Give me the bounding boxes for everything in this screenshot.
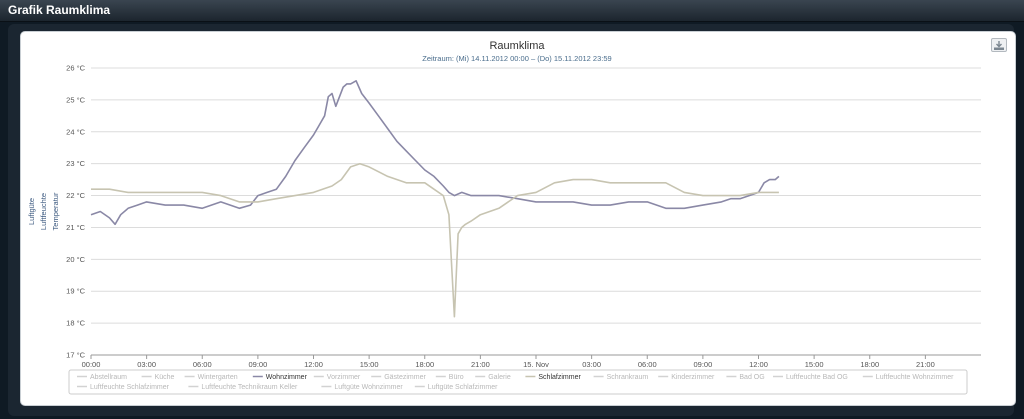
legend-label: Wohnzimmer xyxy=(266,374,308,381)
y-tick-label: 24 °C xyxy=(66,127,85,136)
y-tick-label: 21 °C xyxy=(66,223,85,232)
legend-label: Schrankraum xyxy=(607,374,649,381)
legend-box xyxy=(68,369,968,395)
legend-label: Luftgüte Wohnzimmer xyxy=(334,384,403,391)
chart-container: 17 °C 18 °C 19 °C 20 °C 21 °C 22 °C 23 °C 24 °C… xyxy=(20,31,1016,406)
x-tick-label: 15:00 xyxy=(805,360,824,369)
y-tick-label: 17 °C xyxy=(66,351,85,360)
legend-label: Luftfeuchte Schlafzimmer xyxy=(90,384,170,391)
x-tick-label: 18:00 xyxy=(415,360,434,369)
legend-label: Luftfeuchte Technikraum Keller xyxy=(201,384,298,391)
y-axis-label: Luftgüte xyxy=(27,198,36,225)
legend-item[interactable]: Vorzimmer xyxy=(313,374,361,381)
legend-item[interactable]: Schrankraum xyxy=(593,374,649,381)
legend-item[interactable]: Luftfeuchte Schlafzimmer xyxy=(77,384,170,391)
y-tick-label: 19 °C xyxy=(66,287,85,296)
legend-label: Bad OG xyxy=(739,374,764,381)
x-tick-label: 00:00 xyxy=(82,360,101,369)
legend-label: Wintergarten xyxy=(198,374,238,381)
y-axis-label: Temperatur xyxy=(51,192,60,230)
y-tick-label: 20 °C xyxy=(66,255,85,264)
y-tick-label: 25 °C xyxy=(66,95,85,104)
x-tick-label: 15:00 xyxy=(360,360,379,369)
chart-subtitle: Zeitraum: (Mi) 14.11.2012 00:00 – (Do) 1… xyxy=(422,54,611,63)
legend-label: Vorzimmer xyxy=(327,374,361,381)
y-tick-label: 18 °C xyxy=(66,319,85,328)
x-tick-label: 21:00 xyxy=(471,360,490,369)
legend-item[interactable]: Luftgüte Schlafzimmer xyxy=(414,384,498,391)
series-line-schlafzimmer xyxy=(91,162,779,318)
legend-label: Küche xyxy=(155,374,175,381)
legend-item[interactable]: Abstellraum xyxy=(77,374,127,381)
legend-label: Gästezimmer xyxy=(384,374,426,381)
legend-label: Luftgüte Schlafzimmer xyxy=(428,384,498,391)
legend-item[interactable]: Küche xyxy=(141,374,175,381)
x-tick-label: 15. Nov xyxy=(523,360,549,369)
window-titlebar: Grafik Raumklima xyxy=(0,0,1024,22)
legend-item[interactable]: Luftgüte Wohnzimmer xyxy=(321,384,403,391)
legend-label: Kinderzimmer xyxy=(671,374,715,381)
chart-title: Raumklima xyxy=(489,40,545,52)
legend-item[interactable]: Wintergarten xyxy=(184,374,238,381)
window-title: Grafik Raumklima xyxy=(8,3,111,17)
x-tick-label: 03:00 xyxy=(137,360,156,369)
legend-label: Abstellraum xyxy=(90,374,127,381)
series-line-wohnzimmer xyxy=(90,79,780,226)
legend-item[interactable]: Gästezimmer xyxy=(371,374,426,381)
y-tick-label: 26 °C xyxy=(66,64,85,73)
legend-item[interactable]: Wohnzimmer xyxy=(252,374,308,381)
legend-label: Galerie xyxy=(488,374,511,381)
x-tick-label: 03:00 xyxy=(582,360,601,369)
x-tick-label: 09:00 xyxy=(248,360,267,369)
x-tick-label: 06:00 xyxy=(193,360,212,369)
legend-label: Luftfeuchte Wohnzimmer xyxy=(876,374,954,381)
legend-item[interactable]: Schlafzimmer xyxy=(525,374,581,381)
y-tick-label: 23 °C xyxy=(66,159,85,168)
legend-item[interactable]: Luftfeuchte Technikraum Keller xyxy=(188,384,298,391)
x-tick-label: 21:00 xyxy=(916,360,935,369)
legend-item[interactable]: Bad OG xyxy=(726,374,765,381)
chart-svg: 17 °C 18 °C 19 °C 20 °C 21 °C 22 °C 23 °C 24 °C… xyxy=(27,40,981,395)
y-tick-label: 22 °C xyxy=(66,191,85,200)
legend-item[interactable]: Kinderzimmer xyxy=(658,374,715,381)
x-tick-label: 06:00 xyxy=(638,360,657,369)
legend-label: Büro xyxy=(449,374,464,381)
legend-label: Luftfeuchte Bad OG xyxy=(786,374,848,381)
legend-item[interactable]: Luftfeuchte Bad OG xyxy=(773,374,848,381)
x-tick-label: 09:00 xyxy=(693,360,712,369)
x-tick-label: 18:00 xyxy=(860,360,879,369)
legend-label: Schlafzimmer xyxy=(538,374,581,381)
download-icon xyxy=(994,40,1004,50)
legend-item[interactable]: Luftfeuchte Wohnzimmer xyxy=(862,374,954,381)
legend-item[interactable]: Galerie xyxy=(475,374,511,381)
export-button[interactable] xyxy=(991,38,1007,52)
x-tick-label: 12:00 xyxy=(304,360,323,369)
legend-item[interactable]: Büro xyxy=(435,374,464,381)
y-axis-label: Luftfeuchte xyxy=(39,193,48,230)
x-tick-label: 12:00 xyxy=(749,360,768,369)
